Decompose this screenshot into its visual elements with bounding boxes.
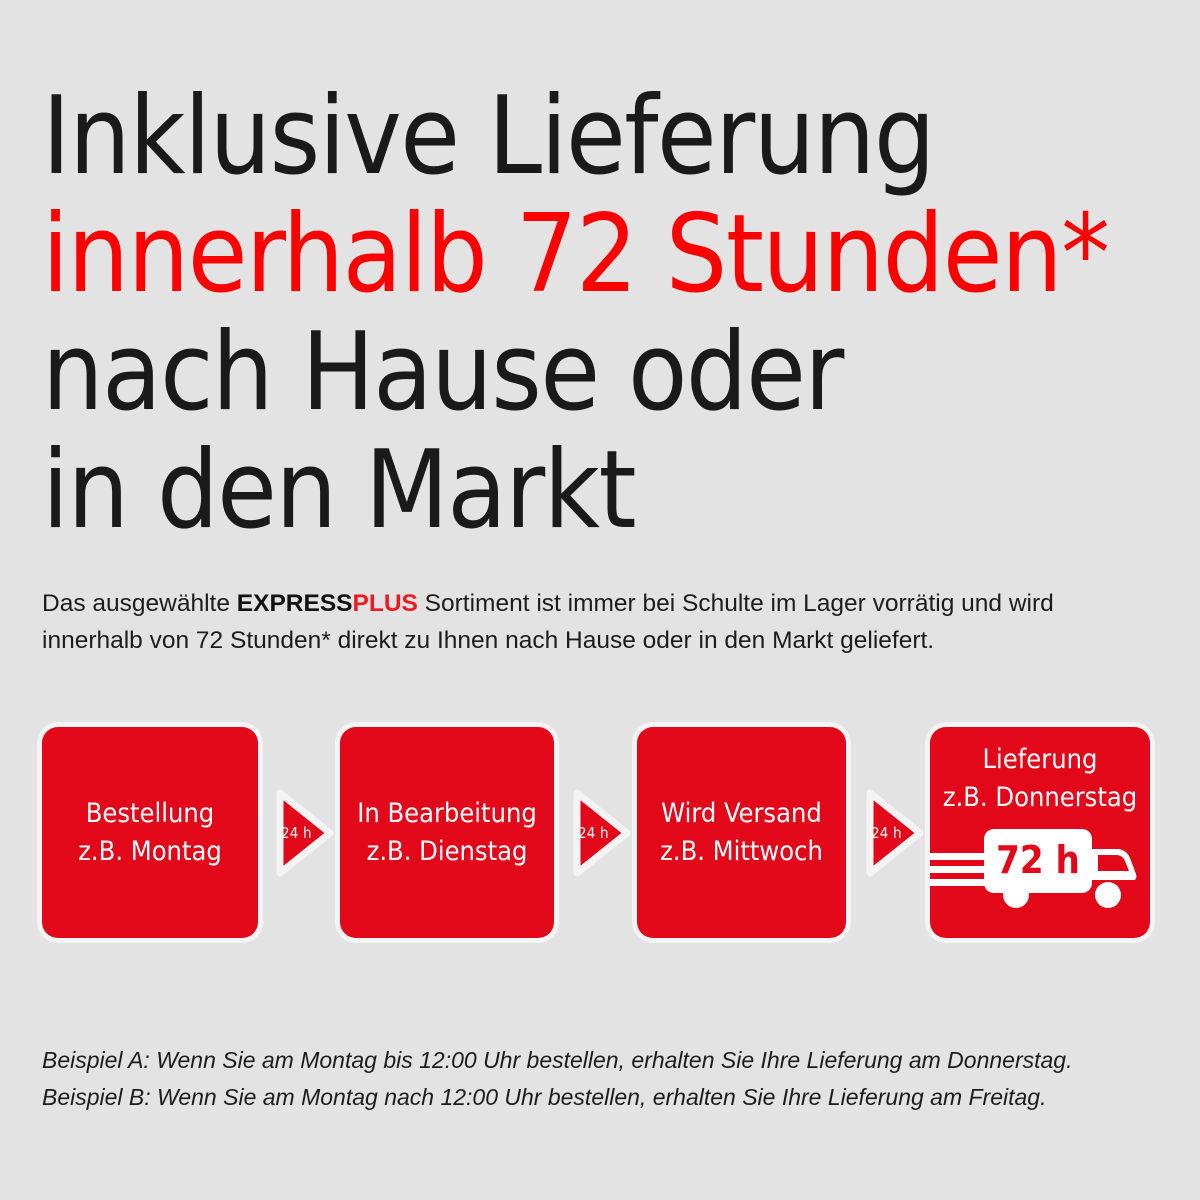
flow-step-3-title: Wird Versand [661,797,822,829]
footer-examples: Beispiel A: Wenn Sie am Montag bis 12:00… [42,1042,1162,1116]
flow-step-4-subtitle: z.B. Donnerstag [942,782,1138,813]
flow-arrow-1: 24 h [276,789,334,877]
flow-arrow-2: 24 h [573,789,631,877]
delivery-flow-diagram: Bestellung z.B. Montag 24 h In Bearbeitu… [0,727,1200,942]
flow-step-bestellung: Bestellung z.B. Montag [42,727,258,938]
brand-plus-label: PLUS [352,589,418,617]
flow-step-1-subtitle: z.B. Montag [78,835,222,867]
arrow-right-icon [276,789,334,877]
flow-arrow-3: 24 h [866,789,924,877]
arrow-right-icon [866,789,924,877]
headline-line-1: Inklusive Lieferung [42,74,936,199]
flow-arrow-1-label: 24 h [281,824,312,842]
intro-text-after-brand: Sortiment ist immer bei Schulte im Lager… [42,589,1054,654]
intro-paragraph: Das ausgewählte EXPRESSPLUS Sortiment is… [42,585,1152,659]
flow-step-2-title: In Bearbeitung [357,797,537,829]
flow-arrow-2-label: 24 h [578,824,609,842]
flow-arrow-3-label: 24 h [871,824,902,842]
truck-illustration: 72 h [930,825,1150,911]
footer-example-a: Beispiel A: Wenn Sie am Montag bis 12:00… [42,1047,1073,1073]
page-headline: Inklusive Lieferung innerhalb 72 Stunden… [42,78,1162,550]
arrow-right-icon [573,789,631,877]
headline-line-4: in den Markt [42,428,637,553]
headline-line-2: innerhalb 72 Stunden* [42,192,1110,317]
intro-text-before-brand: Das ausgewählte [42,589,237,617]
flow-step-lieferung: Lieferung z.B. Donnerstag 72 h [930,727,1150,938]
flow-step-in-bearbeitung: In Bearbeitung z.B. Dienstag [340,727,554,938]
headline-line-3: nach Hause oder [42,310,844,435]
flow-step-2-subtitle: z.B. Dienstag [366,835,528,867]
brand-express-label: EXPRESS [236,589,353,617]
flow-step-3-subtitle: z.B. Mittwoch [660,835,823,867]
flow-step-1-title: Bestellung [85,797,215,829]
delivery-truck-icon: 72 h [930,829,1137,908]
footer-example-b: Beispiel B: Wenn Sie am Montag nach 12:0… [42,1084,1047,1110]
flow-step-4-title: Lieferung [982,744,1098,775]
flow-step-wird-versand: Wird Versand z.B. Mittwoch [637,727,846,938]
truck-badge-text: 72 h [996,838,1080,882]
